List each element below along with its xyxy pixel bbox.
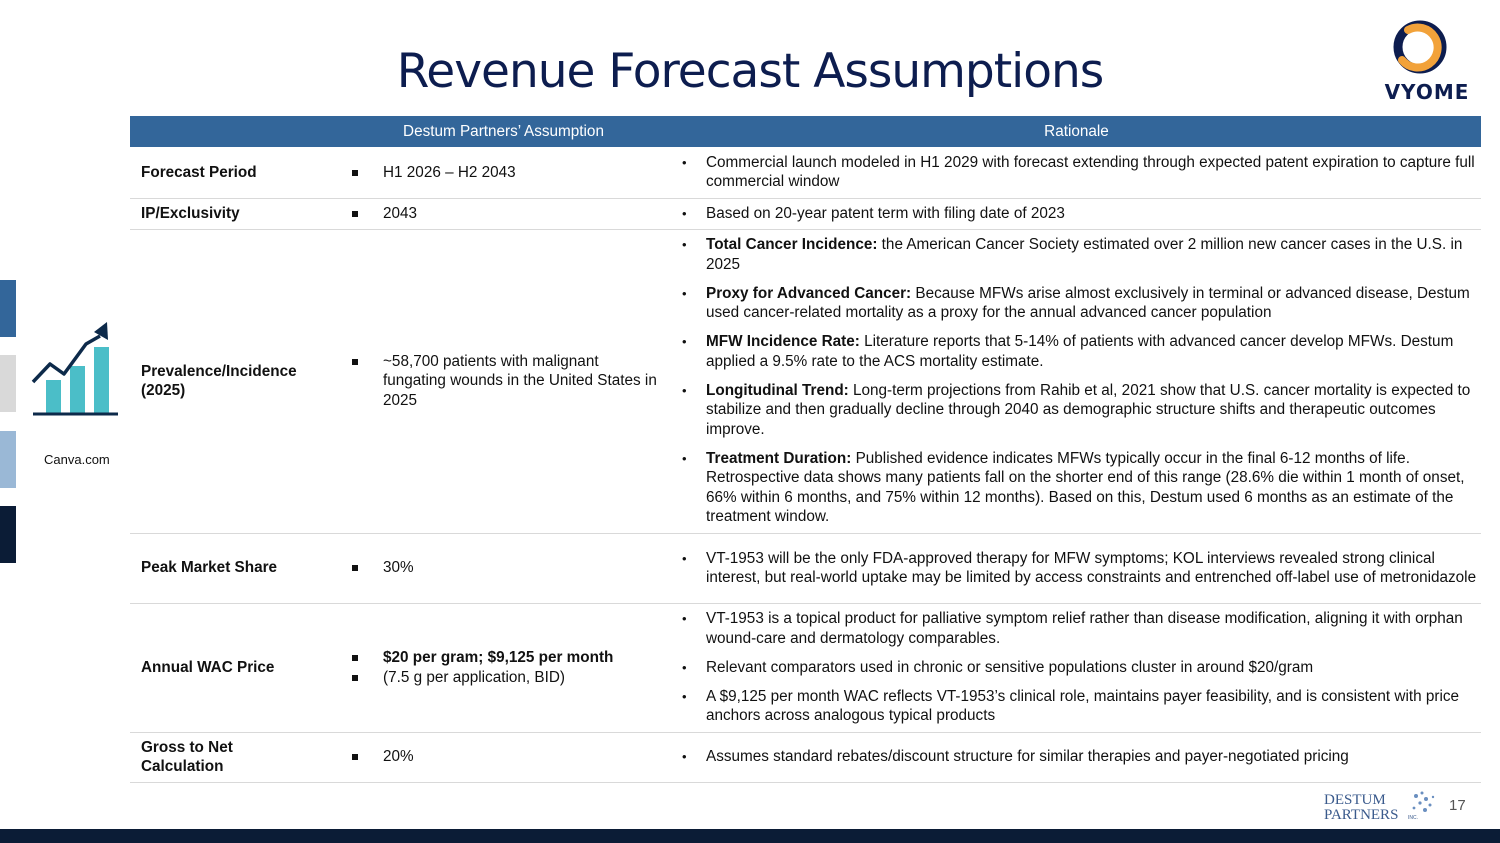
rationale-item: VT-1953 is a topical product for palliat…	[672, 609, 1481, 648]
header-assumption: Destum Partners’ Assumption	[335, 116, 672, 147]
side-bar-segment-1	[0, 280, 16, 337]
row-label: Annual WAC Price	[130, 603, 335, 733]
assumption-item: 30%	[335, 558, 672, 578]
header-row-label	[130, 116, 335, 147]
image-credit: Canva.com	[44, 452, 110, 467]
rationale-item: Total Cancer Incidence: the American Can…	[672, 235, 1481, 274]
assumption-item: H1 2026 – H2 2043	[335, 163, 672, 183]
rationale-item: Relevant comparators used in chronic or …	[672, 658, 1481, 678]
row-label: Peak Market Share	[130, 533, 335, 604]
side-bar-segment-4	[0, 506, 16, 563]
vyome-ring-icon	[1393, 20, 1447, 74]
assumptions-table: Destum Partners’ Assumption Rationale Fo…	[130, 116, 1481, 783]
rationale-item: Assumes standard rebates/discount struct…	[672, 747, 1481, 767]
footer-band	[0, 829, 1500, 843]
rationale-item: Proxy for Advanced Cancer: Because MFWs …	[672, 284, 1481, 323]
page-title: Revenue Forecast Assumptions	[396, 44, 1105, 99]
svg-text:PARTNERS: PARTNERS	[1324, 807, 1398, 822]
table-row: Prevalence/Incidence (2025) ~58,700 pati…	[130, 229, 1481, 534]
rationale-item: MFW Incidence Rate: Literature reports t…	[672, 332, 1481, 371]
rationale-item: VT-1953 will be the only FDA-approved th…	[672, 549, 1481, 588]
side-bar-segment-3	[0, 431, 16, 488]
assumption-item: 20%	[335, 747, 672, 767]
header-rationale: Rationale	[672, 116, 1481, 147]
rationale-item: Treatment Duration: Published evidence i…	[672, 449, 1481, 527]
rationale-item: Based on 20-year patent term with filing…	[672, 204, 1481, 224]
table-row: Annual WAC Price $20 per gram; $9,125 pe…	[130, 603, 1481, 733]
svg-text:INC.: INC.	[1408, 815, 1418, 821]
svg-text:DESTUM: DESTUM	[1324, 792, 1386, 808]
table-row: IP/Exclusivity 2043 Based on 20-year pat…	[130, 198, 1481, 230]
rationale-item: Commercial launch modeled in H1 2029 wit…	[672, 153, 1481, 192]
rationale-item: A $9,125 per month WAC reflects VT-1953’…	[672, 687, 1481, 726]
table-row: Forecast Period H1 2026 – H2 2043 Commer…	[130, 147, 1481, 199]
side-bar-segment-2	[0, 355, 16, 412]
assumption-item: (7.5 g per application, BID)	[335, 668, 672, 688]
vyome-logo-text: VYOME	[1384, 80, 1470, 104]
assumption-item: $20 per gram; $9,125 per month	[335, 648, 672, 668]
destum-partners-logo: DESTUM PARTNERS INC.	[1322, 788, 1442, 823]
row-label: Gross to Net Calculation	[130, 732, 335, 783]
growth-chart-icon	[28, 318, 123, 423]
vyome-logo: VYOME	[1372, 16, 1482, 106]
table-row: Peak Market Share 30% VT-1953 will be th…	[130, 533, 1481, 604]
table-row: Gross to Net Calculation 20% Assumes sta…	[130, 732, 1481, 783]
row-label: Prevalence/Incidence (2025)	[130, 229, 335, 534]
table-header-row: Destum Partners’ Assumption Rationale	[130, 116, 1481, 147]
row-label: Forecast Period	[130, 147, 335, 199]
assumption-item: 2043	[335, 204, 672, 224]
page-number: 17	[1449, 797, 1466, 814]
rationale-item: Longitudinal Trend: Long-term projection…	[672, 381, 1481, 440]
row-label: IP/Exclusivity	[130, 198, 335, 230]
assumption-item: ~58,700 patients with malignant fungatin…	[335, 352, 664, 411]
